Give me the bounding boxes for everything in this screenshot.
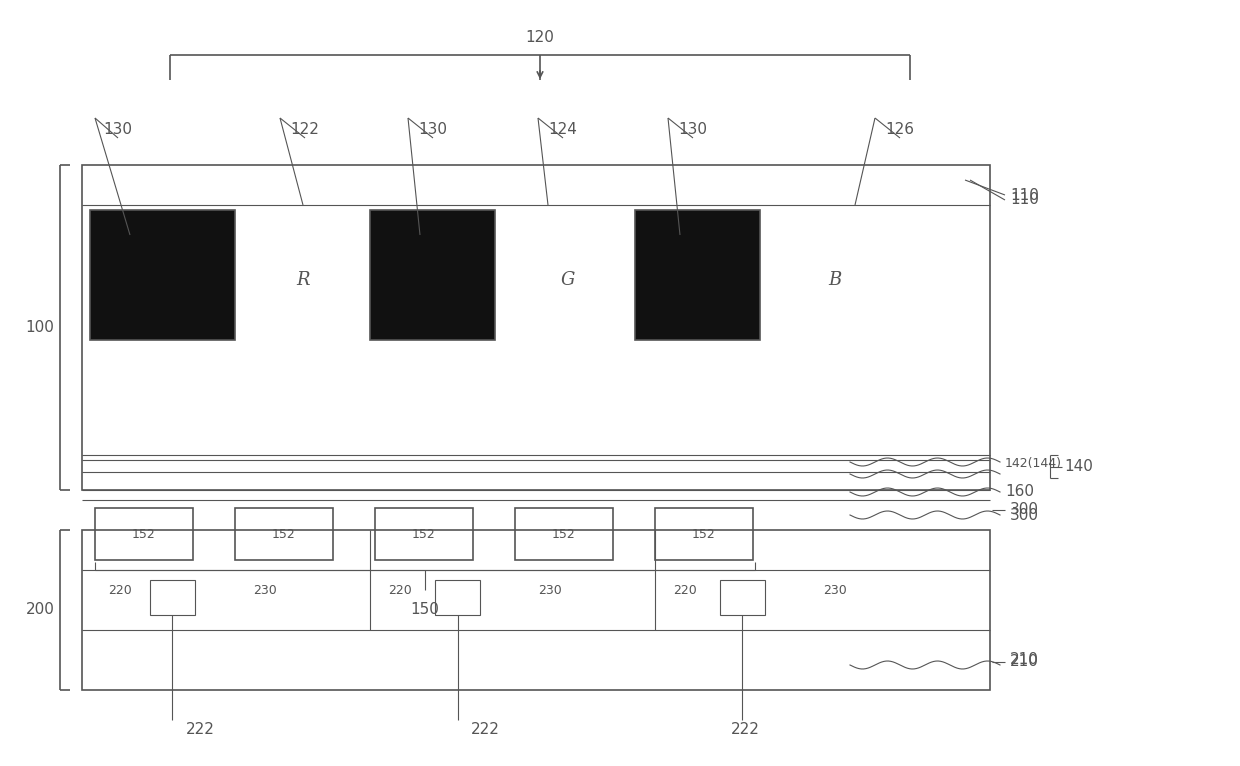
Bar (91, 210, 236, 340)
Text: 110: 110 (1011, 188, 1039, 202)
Text: 130: 130 (678, 123, 708, 138)
Text: 200: 200 (26, 603, 55, 617)
Text: 110: 110 (1011, 192, 1039, 208)
Text: 230: 230 (253, 584, 277, 597)
Bar (236, 508, 334, 560)
Bar (82, 530, 990, 690)
Text: 124: 124 (548, 123, 578, 138)
Text: 152: 152 (272, 528, 296, 541)
Text: 100: 100 (26, 320, 55, 336)
Text: 210: 210 (1011, 653, 1039, 667)
Text: 142(144): 142(144) (1004, 457, 1061, 470)
Bar (82, 165, 990, 490)
Text: G: G (560, 271, 575, 289)
Text: 152: 152 (133, 528, 156, 541)
Text: 120: 120 (526, 31, 554, 45)
Bar (515, 508, 613, 560)
Text: B: B (828, 271, 842, 289)
Text: 140: 140 (1064, 459, 1092, 474)
Text: 150: 150 (410, 602, 439, 617)
Text: 230: 230 (538, 584, 562, 597)
Text: 220: 220 (673, 584, 697, 597)
Text: 130: 130 (103, 123, 133, 138)
Bar (655, 508, 753, 560)
Text: 300: 300 (1011, 508, 1039, 522)
Bar (635, 210, 760, 340)
Text: 160: 160 (1004, 485, 1034, 499)
Bar (435, 580, 480, 615)
Text: 222: 222 (470, 722, 500, 738)
Text: 222: 222 (730, 722, 759, 738)
Bar (720, 580, 765, 615)
Text: 130: 130 (419, 123, 448, 138)
Text: 222: 222 (186, 722, 215, 738)
Text: 122: 122 (290, 123, 320, 138)
Bar (374, 508, 472, 560)
Text: R: R (296, 271, 310, 289)
Bar (95, 508, 193, 560)
Text: 126: 126 (885, 123, 915, 138)
Text: 300: 300 (1011, 502, 1039, 518)
Bar (150, 580, 195, 615)
Text: 210: 210 (1011, 654, 1039, 669)
Text: 220: 220 (388, 584, 412, 597)
Text: 220: 220 (108, 584, 131, 597)
Bar (370, 210, 495, 340)
Text: 152: 152 (552, 528, 575, 541)
Text: 152: 152 (692, 528, 715, 541)
Text: 152: 152 (412, 528, 436, 541)
Text: 230: 230 (823, 584, 847, 597)
